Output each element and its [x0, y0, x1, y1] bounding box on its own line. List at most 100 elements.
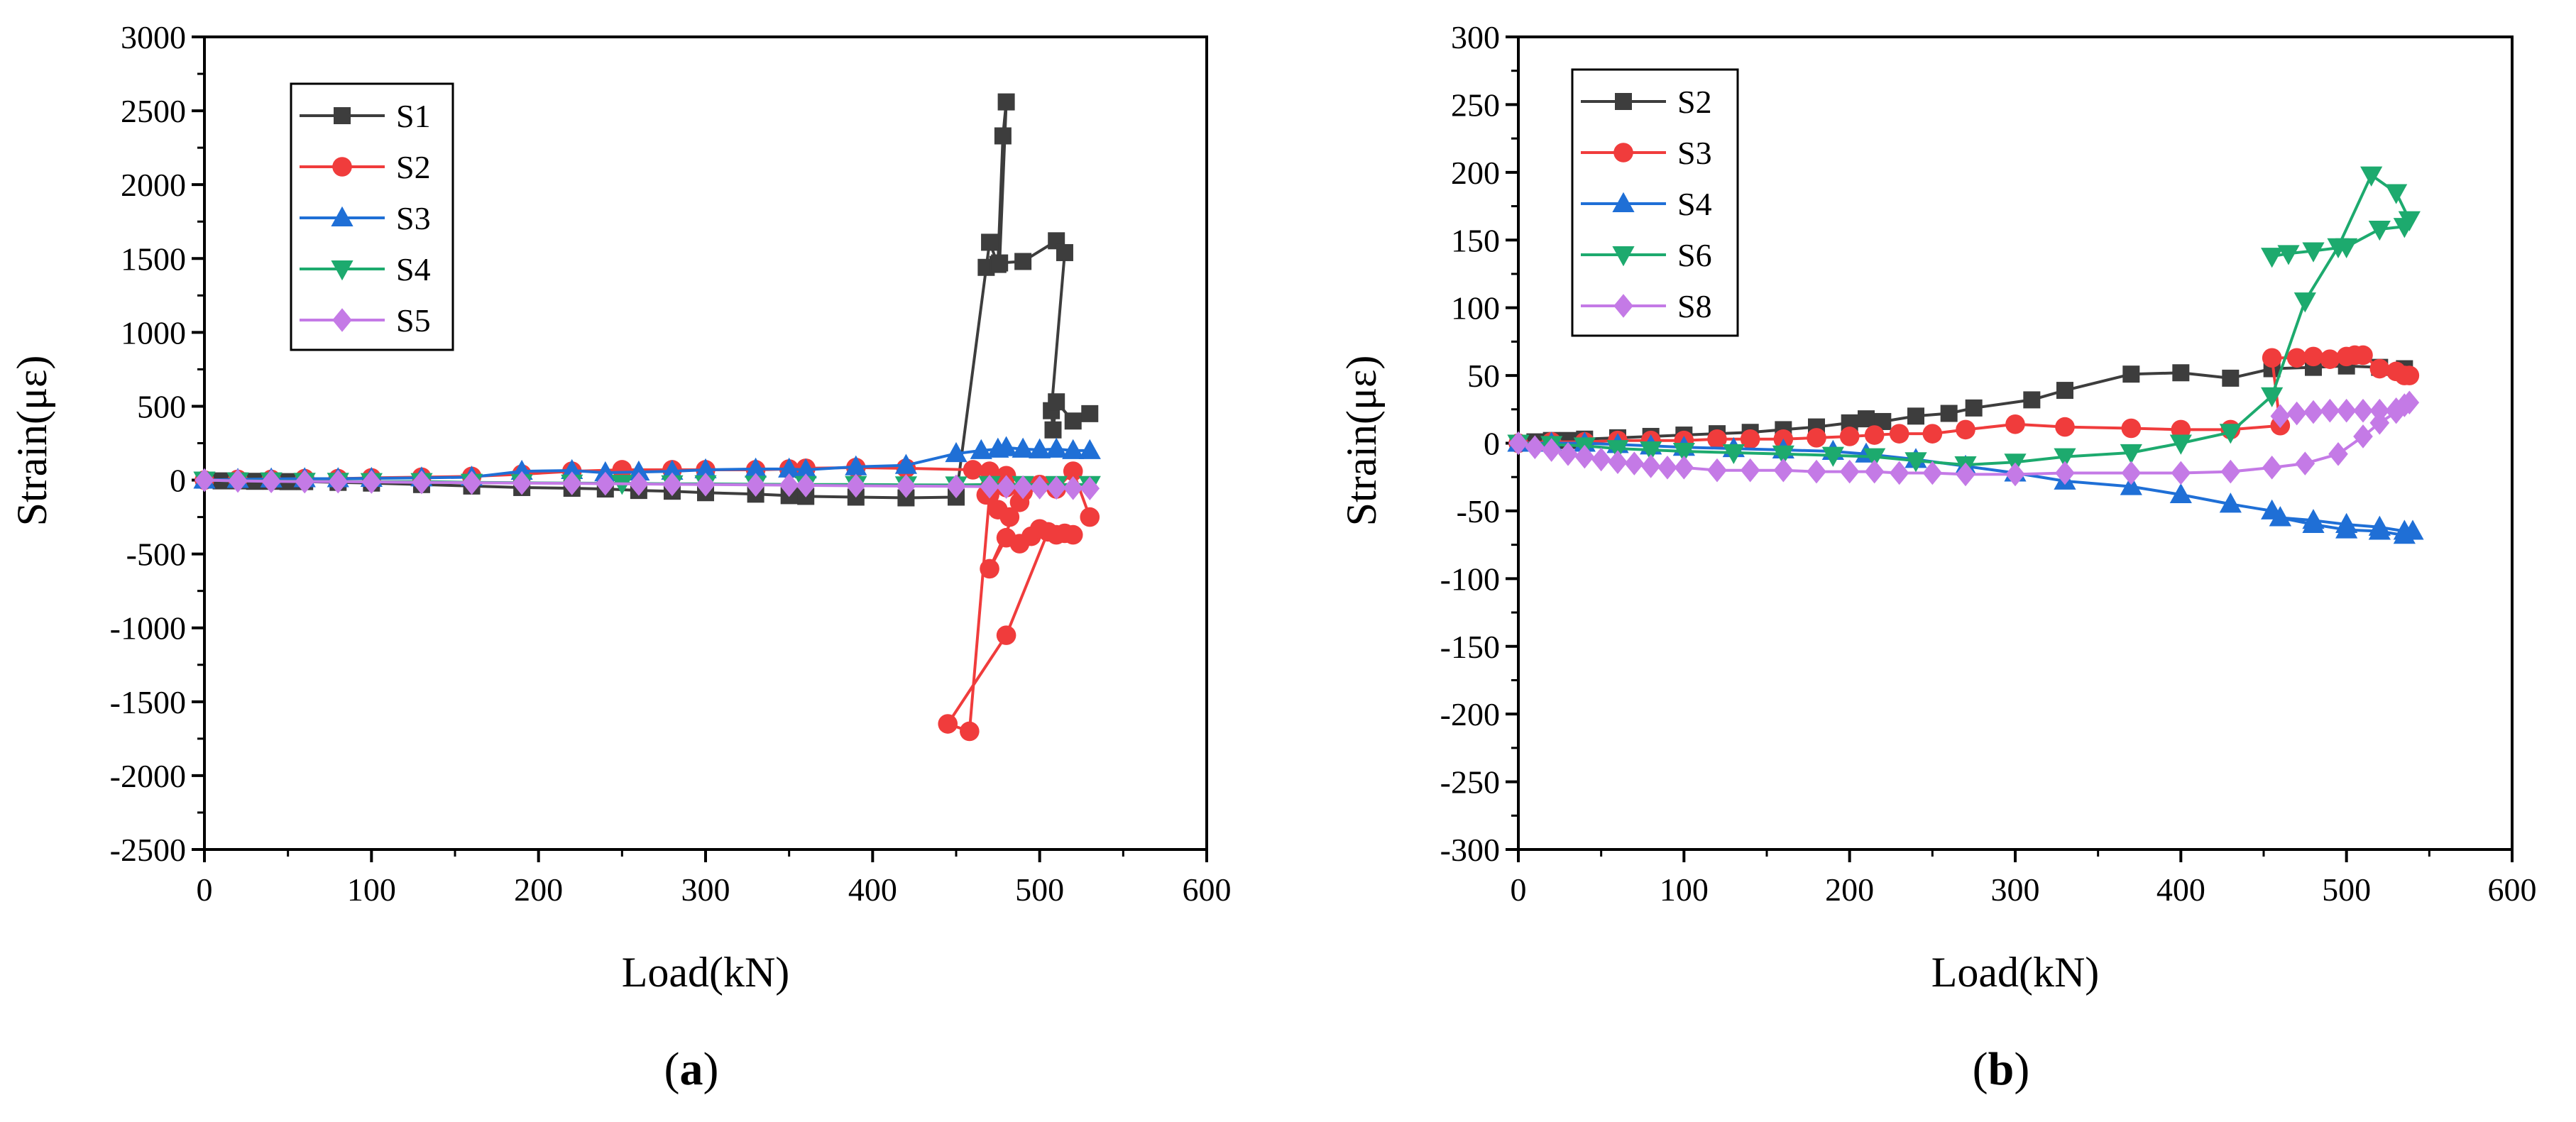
data-point-b-S4	[2302, 512, 2325, 533]
panel-label-b: (b)	[1973, 1043, 2030, 1095]
data-point-a-S5	[361, 470, 382, 494]
y-tick-label-a: -1500	[110, 684, 186, 720]
data-point-a-S5	[261, 469, 281, 494]
data-point-b-S6	[2169, 434, 2192, 455]
data-point-a-S3	[594, 461, 617, 482]
data-point-b-S8	[2286, 401, 2307, 426]
legend-marker-b-S2	[1615, 93, 1632, 110]
y-tick-label-b: -300	[1440, 832, 1500, 868]
data-point-a-S3	[970, 439, 992, 459]
data-point-a-S1	[1014, 253, 1032, 270]
data-point-b-S4	[2169, 483, 2192, 504]
data-point-b-S6	[2385, 184, 2408, 204]
data-point-b-S2	[2056, 382, 2073, 400]
data-point-a-S3	[661, 459, 684, 480]
data-point-b-S2	[1907, 407, 1924, 425]
data-point-b-S2	[2122, 365, 2140, 383]
legend-marker-a-S2	[332, 157, 352, 177]
data-point-b-S3	[2262, 348, 2282, 368]
legend-marker-a-S4	[331, 260, 353, 281]
data-point-b-S6	[2120, 444, 2142, 465]
y-tick-label-a: -1000	[110, 610, 186, 647]
data-point-a-S3	[561, 458, 583, 480]
data-point-b-S6	[1772, 445, 1794, 466]
y-tick-label-b: 0	[1484, 426, 1500, 462]
data-point-a-S5	[194, 468, 214, 493]
data-point-b-S3	[1740, 429, 1760, 449]
legend-label-b-S6: S6	[1677, 237, 1712, 273]
data-point-a-S1	[994, 127, 1012, 145]
data-point-b-S6	[2368, 220, 2391, 241]
data-point-a-S5	[846, 473, 866, 498]
data-point-b-S8	[1807, 459, 1826, 484]
x-tick-label-a: 0	[197, 871, 213, 908]
legend-label-a-S3: S3	[396, 200, 431, 236]
data-point-a-S5	[1029, 475, 1050, 500]
data-point-b-S3	[2286, 348, 2307, 368]
data-point-b-S3	[2303, 346, 2323, 367]
data-point-a-S5	[1080, 476, 1100, 501]
data-point-a-S3	[1045, 437, 1068, 458]
series-a-S5	[194, 468, 1100, 501]
y-tick-label-a: -2500	[110, 832, 186, 868]
data-point-b-S8	[2262, 456, 2282, 480]
data-point-b-S8	[2055, 461, 2075, 485]
data-point-a-S1	[997, 93, 1015, 111]
data-point-a-S5	[662, 472, 682, 497]
data-point-a-S5	[629, 472, 649, 496]
data-point-a-S5	[1046, 475, 1066, 500]
data-point-b-S6	[2293, 292, 2316, 313]
legend-label-b-S8: S8	[1677, 288, 1712, 324]
data-point-b-S8	[2005, 462, 2025, 487]
data-point-b-S2	[1858, 410, 1875, 428]
data-point-a-S2	[996, 625, 1016, 645]
y-tick-label-b: 150	[1451, 222, 1500, 258]
data-point-b-S3	[2399, 365, 2420, 385]
legend-a: S1 S2 S3 S4 S5	[290, 82, 454, 351]
y-tick-label-a: 3000	[121, 19, 186, 55]
data-point-b-S6	[2261, 248, 2284, 268]
data-point-a-S3	[894, 453, 917, 474]
data-point-b-S8	[2394, 393, 2415, 417]
data-point-b-S3	[1922, 424, 1943, 444]
data-point-b-S6	[2360, 166, 2383, 187]
legend-marker-a-S5	[332, 308, 352, 332]
data-point-b-S2	[2172, 364, 2190, 382]
data-point-b-S8	[1956, 462, 1975, 487]
data-point-a-S3	[627, 460, 650, 481]
data-point-a-S3	[845, 455, 867, 475]
panel-label-a: (a)	[664, 1043, 719, 1095]
data-point-b-S8	[1608, 450, 1628, 475]
legend-marker-b-S4	[1612, 192, 1635, 212]
data-point-a-S3	[794, 458, 817, 478]
data-point-a-S2	[1038, 522, 1058, 542]
data-point-b-S6	[1863, 448, 1886, 468]
data-point-a-S5	[596, 471, 615, 496]
data-point-a-S1	[1048, 393, 1065, 411]
data-point-b-S3	[2171, 419, 2191, 440]
data-point-a-S2	[1063, 461, 1083, 481]
data-point-b-S4	[2368, 519, 2391, 540]
legend-marker-b-S3	[1613, 143, 1633, 163]
data-point-a-S5	[946, 474, 966, 499]
chart-panel-b: 0 100 200 300 400 500 600-300-250-200-150-100-…	[1338, 19, 2537, 1095]
x-tick-label-b: 0	[1511, 871, 1527, 908]
data-point-b-S4	[2335, 518, 2358, 539]
series-b-S8	[1508, 390, 2420, 487]
legend-b: S2 S3 S4 S6 S8	[1571, 68, 1739, 337]
y-tick-label-a: -500	[126, 537, 186, 573]
data-point-a-S1	[1056, 243, 1073, 261]
data-point-b-S3	[1839, 427, 1860, 446]
data-point-b-S3	[2005, 414, 2025, 434]
data-point-b-S2	[2222, 369, 2240, 387]
data-point-b-S8	[2121, 461, 2142, 485]
legend-label-a-S2: S2	[396, 149, 431, 185]
data-point-b-S3	[2121, 418, 2142, 439]
x-tick-label-a: 600	[1183, 871, 1232, 908]
y-axis-title-b: Strain(με)	[1338, 356, 1385, 527]
data-point-a-S2	[1055, 523, 1075, 544]
data-point-a-S3	[1062, 439, 1085, 459]
data-point-b-S3	[1956, 419, 1975, 440]
x-tick-label-b: 500	[2322, 871, 2371, 908]
data-point-b-S6	[2302, 242, 2325, 263]
